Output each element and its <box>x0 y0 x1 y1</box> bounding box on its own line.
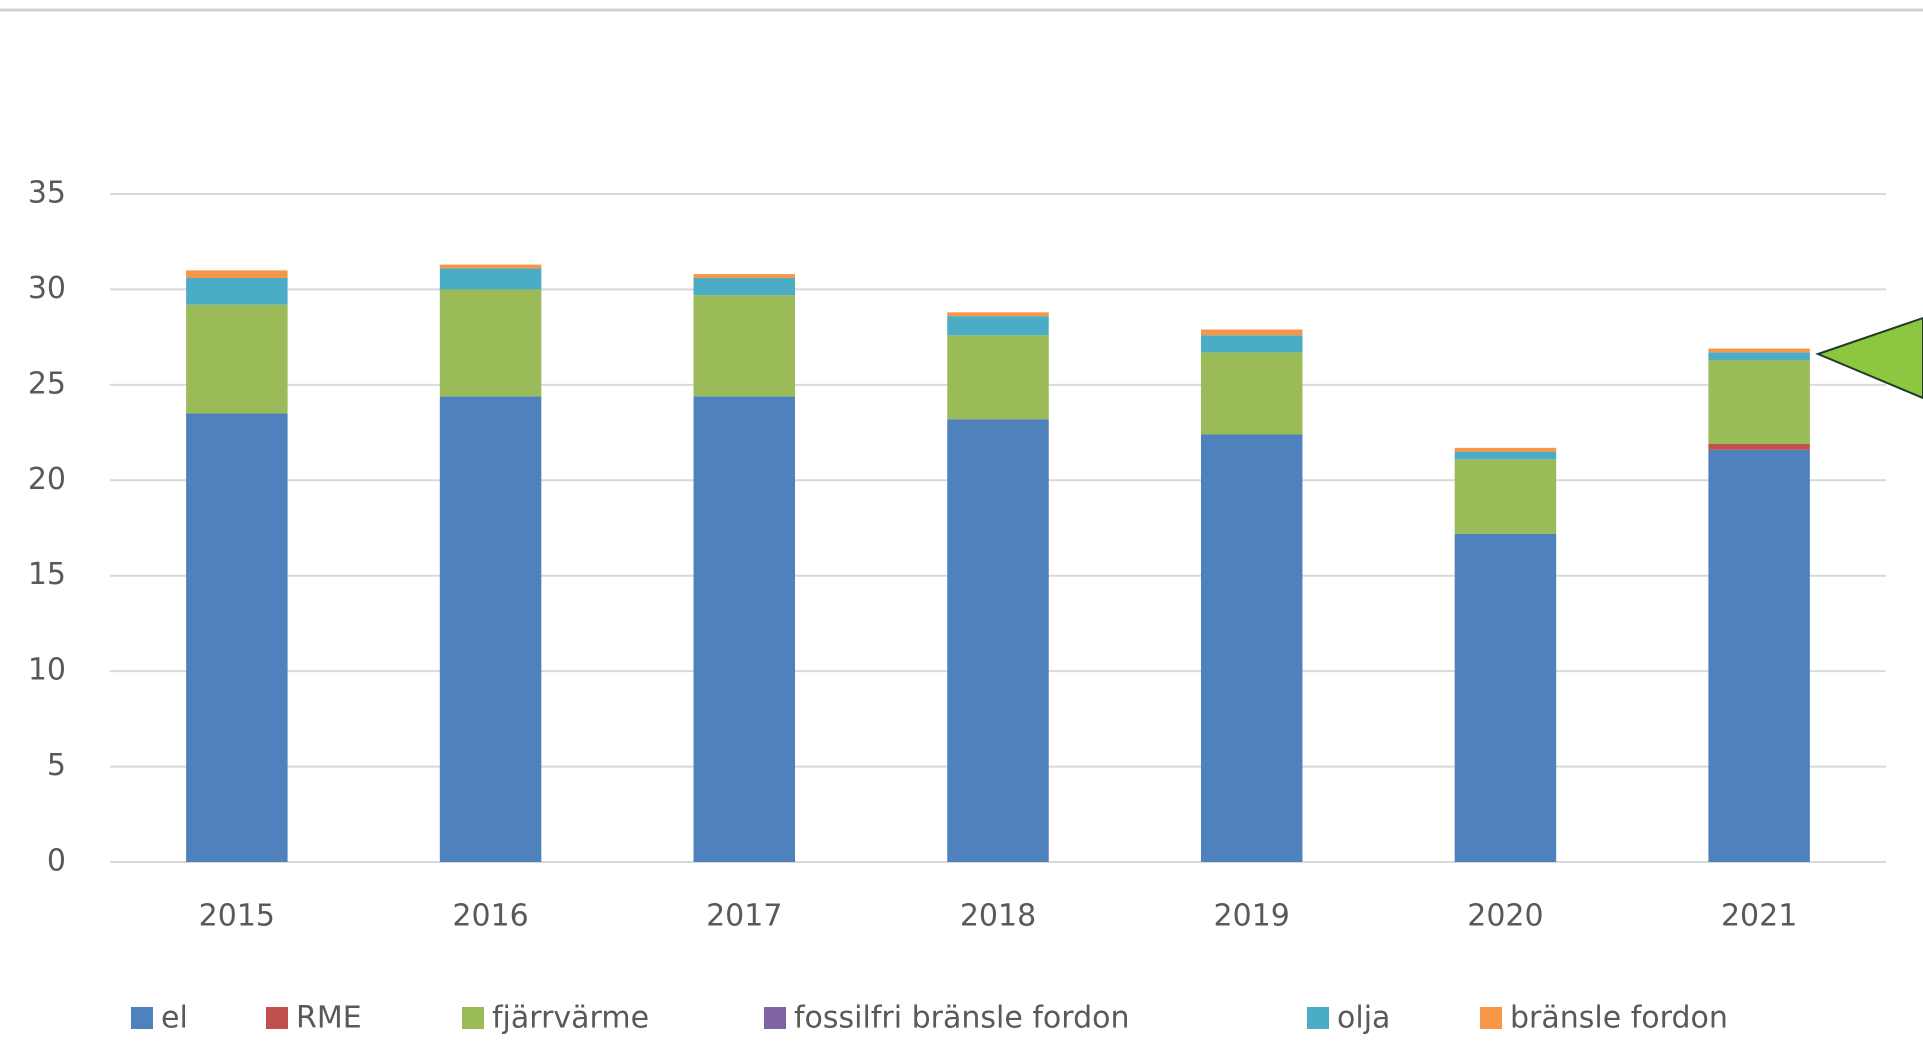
x-tick-label: 2017 <box>706 899 782 934</box>
y-tick-label: 30 <box>28 271 66 306</box>
bar-segment <box>693 274 796 278</box>
x-tick-label: 2019 <box>1214 899 1290 934</box>
bar-segment <box>1708 348 1810 353</box>
legend-label: olja <box>1337 1001 1390 1036</box>
bar-segment <box>439 268 542 290</box>
bar-segment <box>1454 451 1557 460</box>
bar-segment <box>693 295 796 397</box>
x-tick-label: 2016 <box>452 899 528 934</box>
legend-swatch <box>764 1007 786 1029</box>
bar-segment <box>1454 533 1557 862</box>
x-tick-label: 2015 <box>199 899 275 934</box>
y-tick-label: 35 <box>28 176 66 211</box>
legend-swatch <box>131 1007 153 1029</box>
bar-segment <box>947 316 1049 336</box>
y-tick-label: 25 <box>28 366 66 401</box>
bar-segment <box>693 396 796 862</box>
legend-swatch <box>1307 1007 1329 1029</box>
y-tick-label: 0 <box>47 844 66 879</box>
x-tick-label: 2020 <box>1467 899 1543 934</box>
bar-segment <box>1200 352 1303 435</box>
bar-segment <box>1454 459 1557 534</box>
bar-segment <box>1200 335 1303 353</box>
y-tick-label: 10 <box>28 653 66 688</box>
bar-segment <box>186 277 288 305</box>
legend-swatch <box>266 1007 288 1029</box>
bar-segment <box>1200 329 1303 336</box>
bar-segment <box>1708 449 1810 862</box>
bar-segment <box>947 312 1049 317</box>
bar-segment <box>1708 360 1810 445</box>
legend-swatch <box>462 1007 484 1029</box>
bar-segment <box>947 419 1049 862</box>
bar-segment <box>186 413 288 862</box>
bar-segment <box>1708 444 1810 450</box>
legend-label: bränsle fordon <box>1510 1001 1728 1036</box>
legend-label: fossilfri bränsle fordon <box>794 1001 1129 1036</box>
y-tick-label: 5 <box>47 748 66 783</box>
bar-segment <box>439 396 542 862</box>
bar-segment <box>439 289 542 397</box>
callout-arrow <box>1815 316 1923 400</box>
bar-segment <box>186 270 288 278</box>
bar-segment <box>186 304 288 414</box>
y-tick-label: 15 <box>28 557 66 592</box>
x-tick-label: 2018 <box>960 899 1036 934</box>
bar-segment <box>947 335 1049 420</box>
bar-segment <box>1454 447 1557 452</box>
legend-swatch <box>1480 1007 1502 1029</box>
legend-label: RME <box>296 1001 362 1036</box>
y-tick-label: 20 <box>28 462 66 497</box>
legend-label: el <box>161 1001 188 1036</box>
bar-segment <box>439 264 542 269</box>
bar-segment <box>1708 352 1810 361</box>
x-tick-label: 2021 <box>1721 899 1797 934</box>
legend-label: fjärrvärme <box>492 1001 649 1036</box>
bar-segment <box>693 277 796 296</box>
bar-segment <box>1200 434 1303 862</box>
